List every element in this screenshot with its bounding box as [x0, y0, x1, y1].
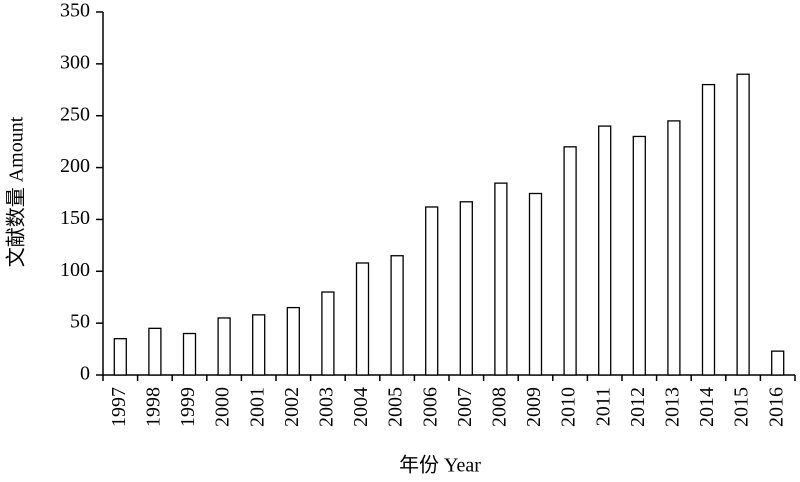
x-tick-label: 1999	[177, 387, 199, 427]
y-tick-label: 0	[80, 363, 90, 385]
bar	[459, 201, 473, 376]
x-tick-label: 2006	[419, 387, 441, 427]
x-tick-label: 2015	[731, 387, 753, 427]
bar	[667, 120, 681, 376]
x-tick-label: 1997	[108, 387, 130, 427]
x-tick-label: 2011	[592, 387, 614, 426]
y-tick-label: 100	[60, 259, 90, 281]
x-tick-label: 2013	[661, 387, 683, 427]
y-axis-label: 文献数量 Amount	[5, 116, 28, 267]
y-tick-label: 50	[70, 311, 90, 333]
bar	[563, 146, 577, 376]
bar	[632, 135, 646, 376]
bar	[113, 338, 127, 376]
x-tick-label: 2009	[523, 387, 545, 427]
y-tick-label: 300	[60, 51, 90, 73]
bar	[252, 314, 266, 376]
bar	[425, 206, 439, 376]
x-tick-label: 2005	[385, 387, 407, 427]
bar	[701, 83, 716, 376]
bar	[390, 255, 404, 376]
bar	[494, 182, 508, 376]
y-tick-label: 350	[60, 0, 90, 22]
bar	[148, 327, 162, 376]
x-tick-label: 2000	[212, 387, 234, 427]
bar	[736, 73, 750, 376]
x-tick-label: 2008	[488, 387, 510, 427]
x-tick-label: 1998	[142, 387, 164, 427]
y-tick-label: 150	[60, 207, 90, 229]
bar	[598, 125, 612, 376]
bar	[355, 262, 370, 376]
x-tick-label: 2001	[246, 387, 268, 427]
x-tick-label: 2003	[315, 387, 337, 427]
y-tick-label: 250	[60, 103, 90, 125]
bar	[182, 332, 197, 376]
x-tick-label: 2007	[454, 387, 476, 427]
x-tick-label: 2012	[627, 387, 649, 427]
bar	[528, 192, 543, 376]
x-tick-label: 2014	[696, 387, 718, 427]
bar	[217, 317, 231, 376]
bar	[771, 350, 785, 376]
bar	[286, 306, 300, 376]
bar	[321, 291, 335, 376]
x-tick-label: 2004	[350, 387, 372, 427]
x-tick-label: 2016	[765, 387, 787, 427]
y-tick-label: 200	[60, 155, 90, 177]
x-tick-label: 2002	[281, 387, 303, 427]
x-tick-label: 2010	[558, 387, 580, 427]
x-axis-label: 年份 Year	[399, 454, 481, 477]
